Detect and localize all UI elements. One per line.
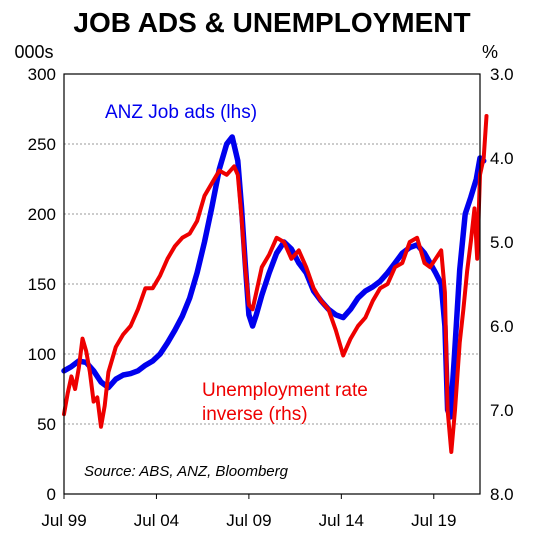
left-tick-label: 250 [28,135,56,154]
unemployment-series-label-line1: Unemployment rate [202,380,368,401]
left-axis: 0 50 100 150 200 250 300 [28,65,56,504]
chart-title: JOB ADS & UNEMPLOYMENT [73,7,470,38]
right-axis: 3.0 4.0 5.0 6.0 7.0 8.0 [490,65,514,504]
job-ads-line [61,134,487,420]
right-axis-unit: % [482,42,498,62]
left-tick-label: 0 [47,485,56,504]
x-tick-label: Jul 99 [41,511,86,530]
x-tick-label: Jul 14 [319,511,364,530]
unemployment-series-label-line2: inverse (rhs) [202,404,308,425]
x-tick-label: Jul 09 [226,511,271,530]
series-lines [61,114,489,454]
left-axis-unit: 000s [14,42,53,62]
source-note: Source: ABS, ANZ, Bloomberg [84,463,289,480]
right-tick-label: 6.0 [490,317,514,336]
plot-frame [63,73,481,495]
x-tick-label: Jul 19 [411,511,456,530]
left-tick-label: 100 [28,345,56,364]
left-tick-label: 300 [28,65,56,84]
right-tick-label: 4.0 [490,149,514,168]
x-tick-label: Jul 04 [134,511,179,530]
left-tick-label: 200 [28,205,56,224]
left-tick-label: 50 [37,415,56,434]
right-tick-label: 7.0 [490,401,514,420]
x-axis: Jul 99 Jul 04 Jul 09 Jul 14 Jul 19 [41,494,456,530]
right-tick-label: 5.0 [490,233,514,252]
right-tick-label: 8.0 [490,485,514,504]
gridlines [64,143,480,425]
left-tick-label: 150 [28,275,56,294]
right-tick-label: 3.0 [490,65,514,84]
job-ads-series-label: ANZ Job ads (lhs) [105,102,257,123]
unemployment-line [62,114,489,454]
